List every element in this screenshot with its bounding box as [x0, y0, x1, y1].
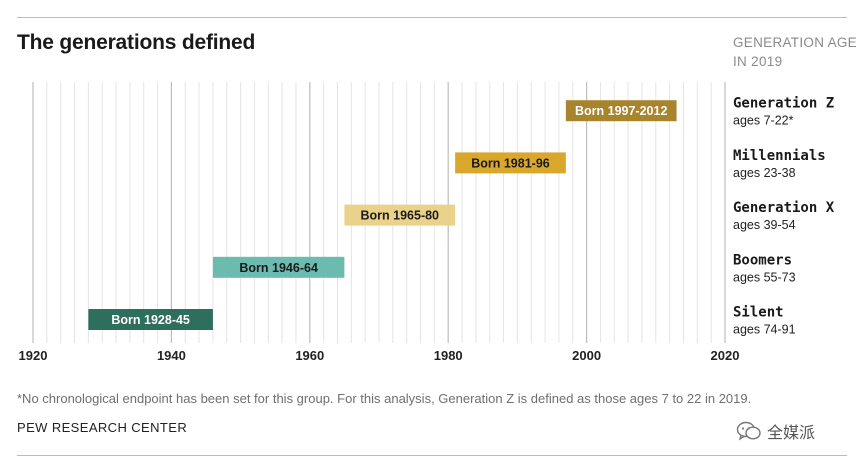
x-tick-label: 1980: [434, 348, 463, 363]
bar-label: Born 1997-2012: [575, 104, 667, 118]
footnote: *No chronological endpoint has been set …: [17, 391, 752, 406]
generation-name: Millennials: [733, 148, 826, 164]
bars: Born 1997-2012 Generation Z ages 7-22* Born…: [88, 96, 835, 337]
age-header-line1: GENERATION AGE: [733, 35, 857, 50]
bar-millennials: [455, 152, 566, 174]
generation-name: Generation Z: [733, 96, 834, 112]
wechat-icon: [736, 421, 761, 441]
generation-ages: ages 7-22*: [733, 114, 794, 128]
bar-label: Born 1965-80: [361, 209, 440, 223]
bar-generation-x: [344, 204, 456, 226]
chart-title: The generations defined: [17, 31, 256, 54]
generation-name: Silent: [733, 305, 784, 321]
minor-gridlines: [46, 82, 712, 343]
x-tick-label: 1940: [157, 348, 186, 363]
bar-label: Born 1928-45: [111, 313, 190, 327]
age-column-header: GENERATION AGE IN 2019: [733, 33, 857, 71]
generation-name: Boomers: [733, 252, 792, 268]
watermark-text: 全媒派: [767, 425, 816, 442]
top-rule: [17, 17, 847, 18]
generation-name: Generation X: [733, 200, 835, 216]
bar-label: Born 1981-96: [471, 156, 550, 170]
major-gridlines: 1920 1940 1960 1980 2000 2020: [19, 82, 740, 363]
bar-label: Born 1946-64: [239, 261, 318, 275]
source-credit: PEW RESEARCH CENTER: [17, 420, 188, 435]
generation-ages: ages 74-91: [733, 323, 796, 337]
x-tick-label: 2000: [572, 348, 601, 363]
bottom-rule: [17, 455, 847, 456]
generation-ages: ages 23-38: [733, 166, 796, 180]
x-tick-label: 1960: [295, 348, 324, 363]
bar-boomers: [212, 256, 345, 278]
watermark: 全媒派: [736, 419, 815, 443]
x-tick-label: 1920: [19, 348, 48, 363]
age-header-line2: IN 2019: [733, 54, 783, 69]
bar-silent: [88, 309, 213, 331]
generation-ages: ages 55-73: [733, 270, 796, 284]
x-tick-label: 2020: [711, 348, 740, 363]
generation-ages: ages 39-54: [733, 218, 796, 232]
bar-generation-z: [565, 100, 677, 122]
